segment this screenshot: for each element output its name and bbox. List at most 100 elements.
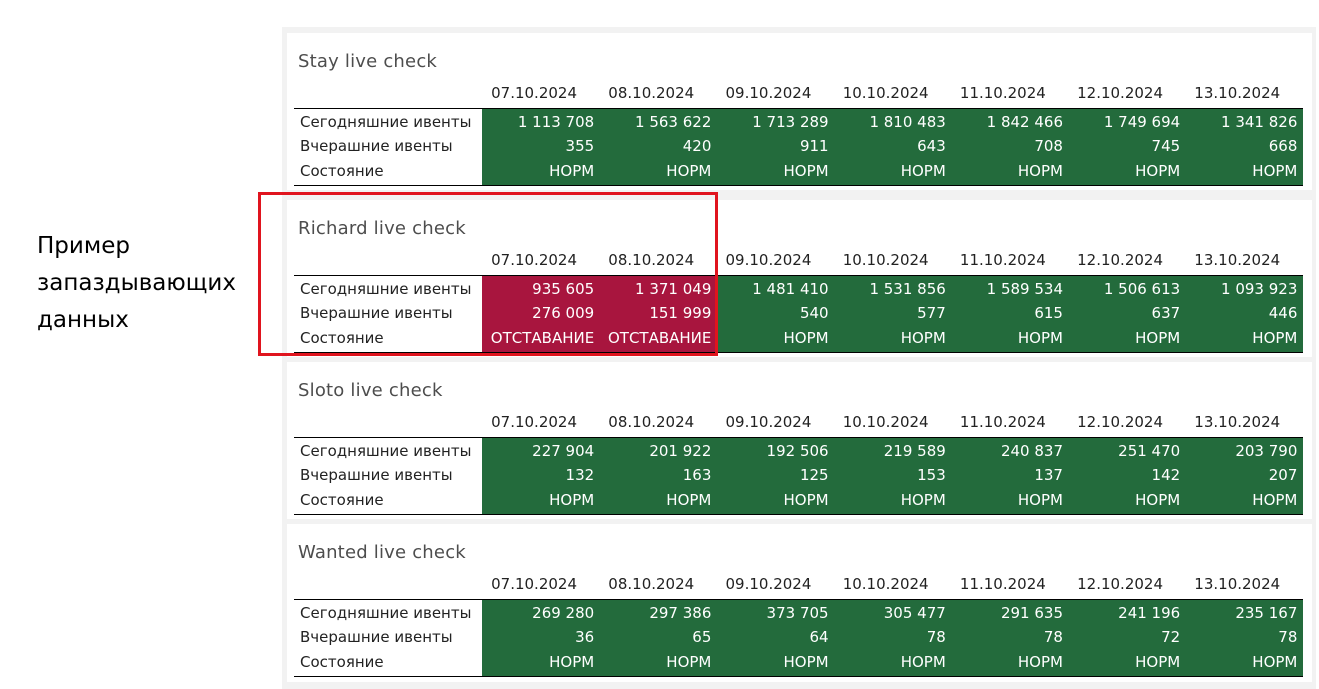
yesterday-cell: 668 — [1268, 137, 1298, 155]
annotation-line-1: Пример — [37, 233, 130, 259]
panel-title: Sloto live check — [298, 380, 443, 401]
today-cell: 269 280 — [532, 604, 595, 622]
row-label: Сегодняшние ивенты — [300, 113, 472, 131]
date-header: 09.10.2024 — [725, 251, 812, 269]
date-header: 11.10.2024 — [959, 413, 1046, 431]
row-label: Состояние — [300, 329, 384, 347]
date-header: 11.10.2024 — [959, 251, 1046, 269]
yesterday-cell: 153 — [917, 466, 946, 484]
table-bottom-rule — [294, 351, 1303, 353]
lagging-data-highlight — [258, 192, 718, 356]
today-cell: 1 341 826 — [1221, 113, 1298, 131]
yesterday-cell: 78 — [926, 628, 946, 646]
status-cell: НОРМ — [1017, 162, 1063, 180]
date-header: 09.10.2024 — [725, 413, 812, 431]
status-cell: НОРМ — [1135, 653, 1181, 671]
annotation-text: Пример запаздывающих данных — [37, 228, 236, 339]
ok-cell-background — [482, 109, 600, 185]
yesterday-cell: 577 — [917, 304, 946, 322]
annotation-line-2: запаздывающих — [37, 270, 236, 296]
annotation-line-3: данных — [37, 307, 129, 333]
status-cell: НОРМ — [666, 162, 712, 180]
yesterday-cell: 163 — [682, 466, 712, 484]
today-cell: 241 196 — [1118, 604, 1181, 622]
today-cell: 305 477 — [883, 604, 946, 622]
date-header: 12.10.2024 — [1077, 84, 1163, 102]
today-cell: 1 749 694 — [1103, 113, 1181, 131]
yesterday-cell: 137 — [1034, 466, 1063, 484]
date-header: 11.10.2024 — [959, 575, 1046, 593]
today-cell: 1 563 622 — [635, 113, 712, 131]
table-bottom-rule — [294, 675, 1303, 677]
ok-cell-background — [599, 600, 717, 676]
date-header: 09.10.2024 — [725, 84, 812, 102]
ok-cell-background — [1185, 109, 1303, 185]
today-cell: 297 386 — [649, 604, 712, 622]
date-header: 11.10.2024 — [959, 84, 1046, 102]
ok-cell-background — [1185, 600, 1303, 676]
date-header: 08.10.2024 — [608, 575, 695, 593]
ok-cell-background — [950, 109, 1069, 185]
today-cell: 1 713 289 — [752, 113, 829, 131]
yesterday-cell: 446 — [1268, 304, 1298, 322]
yesterday-cell: 78 — [1278, 628, 1298, 646]
status-cell: НОРМ — [783, 329, 829, 347]
table-top-rule — [294, 437, 1303, 438]
date-header-row: 07.10.2024 08.10.2024 09.10.2024 10.10.2024… — [287, 251, 1312, 273]
date-header: 08.10.2024 — [608, 251, 695, 269]
yesterday-cell: 643 — [917, 137, 946, 155]
ok-cell-background — [1068, 438, 1186, 514]
panel-2: Richard live check 07.10.2024 08.10.2024 09… — [287, 200, 1312, 357]
status-cell: НОРМ — [783, 653, 829, 671]
today-cell: 1 506 613 — [1103, 280, 1181, 298]
ok-cell-background — [950, 276, 1069, 352]
today-cell: 192 506 — [766, 442, 829, 460]
date-header: 12.10.2024 — [1077, 251, 1163, 269]
table-top-rule — [294, 108, 1303, 109]
status-cell: НОРМ — [783, 491, 829, 509]
status-cell: НОРМ — [549, 162, 595, 180]
date-header: 13.10.2024 — [1194, 84, 1281, 102]
date-header: 10.10.2024 — [842, 84, 929, 102]
lag-cell-background — [599, 276, 717, 352]
yesterday-cell: 207 — [1268, 466, 1298, 484]
today-cell: 1 842 466 — [986, 113, 1063, 131]
row-label: Состояние — [300, 162, 384, 180]
ok-cell-background — [1185, 438, 1303, 514]
date-header: 10.10.2024 — [842, 251, 929, 269]
status-cell: НОРМ — [783, 162, 829, 180]
date-header-row: 07.10.2024 08.10.2024 09.10.2024 10.10.2024… — [287, 575, 1312, 597]
panel-title: Wanted live check — [298, 542, 466, 563]
ok-cell-background — [833, 276, 952, 352]
today-cell: 240 837 — [1000, 442, 1063, 460]
date-header-row: 07.10.2024 08.10.2024 09.10.2024 10.10.2024… — [287, 84, 1312, 106]
yesterday-cell: 142 — [1151, 466, 1181, 484]
status-cell: НОРМ — [1017, 653, 1063, 671]
status-cell: НОРМ — [1135, 329, 1181, 347]
status-cell: НОРМ — [1252, 653, 1298, 671]
date-header: 12.10.2024 — [1077, 413, 1163, 431]
ok-cell-background — [1068, 109, 1186, 185]
ok-cell-background — [599, 109, 717, 185]
date-header: 08.10.2024 — [608, 84, 695, 102]
ok-cell-background — [1185, 276, 1303, 352]
table-bottom-rule — [294, 513, 1303, 515]
ok-cell-background — [482, 438, 600, 514]
lag-cell-background — [482, 276, 600, 352]
date-header: 13.10.2024 — [1194, 251, 1281, 269]
status-cell: НОРМ — [900, 491, 946, 509]
ok-cell-background — [716, 600, 835, 676]
yesterday-cell: 540 — [799, 304, 829, 322]
row-label: Вчерашние ивенты — [300, 466, 453, 484]
yesterday-cell: 708 — [1034, 137, 1063, 155]
panel-4: Wanted live check 07.10.2024 08.10.2024 09.… — [287, 524, 1312, 682]
date-header: 08.10.2024 — [608, 413, 695, 431]
status-cell: НОРМ — [1135, 162, 1181, 180]
date-header: 09.10.2024 — [725, 575, 812, 593]
date-header: 13.10.2024 — [1194, 413, 1281, 431]
ok-cell-background — [716, 109, 835, 185]
status-cell: НОРМ — [549, 653, 595, 671]
yesterday-cell: 420 — [682, 137, 712, 155]
row-label: Вчерашние ивенты — [300, 137, 453, 155]
today-cell: 219 589 — [883, 442, 946, 460]
